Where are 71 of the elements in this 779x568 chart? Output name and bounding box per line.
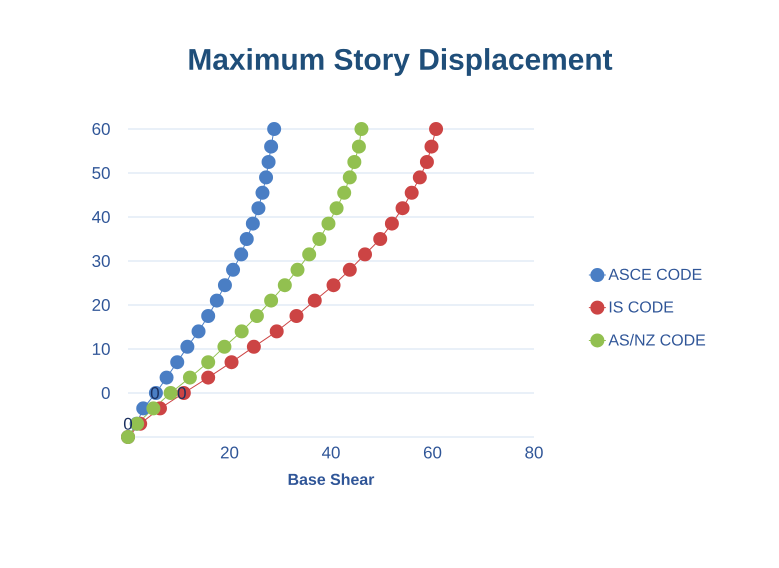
y-tick-label: 50 [92,167,110,180]
legend-label: IS CODE [610,301,674,313]
y-tick-label: 60 [92,123,110,136]
point [429,122,444,136]
point [412,170,427,184]
point [246,216,260,231]
point [354,122,368,136]
point [342,262,357,277]
point [342,170,357,184]
point [217,340,232,354]
y-tick-label: 10 [92,343,110,356]
point [404,186,419,200]
point [251,201,266,216]
x-tick-label: 60 [424,446,442,459]
point [234,247,248,262]
point [424,140,438,154]
point [250,309,264,323]
y-tick-label: 30 [92,255,110,268]
point [352,140,366,154]
point [337,186,352,200]
annotation: 0 [178,387,186,399]
point [201,309,216,323]
point [262,155,276,170]
point [270,324,284,338]
point [210,294,224,308]
annotation: 0 [150,387,159,399]
point [321,216,336,231]
chart-title: Maximum Story Displacement [189,48,612,76]
x-tick-label: 40 [322,446,340,459]
point [347,155,362,170]
point [384,216,399,231]
point [170,355,184,370]
point [224,355,239,370]
point [267,122,282,136]
point [358,247,372,262]
point [290,262,305,277]
point [302,247,316,262]
point [160,370,174,385]
point [201,355,216,370]
point [218,278,232,292]
legend-label: ASCE CODE [608,268,702,280]
point [278,278,292,292]
point [330,201,344,216]
point [146,401,160,416]
point [234,324,249,338]
point [289,309,304,323]
point [180,340,194,354]
point [164,386,178,400]
y-tick-label: 20 [92,299,110,312]
point [312,232,326,246]
point [420,155,434,170]
y-tick-label: 0 [102,387,110,399]
point [240,232,254,246]
x-tick-label: 80 [525,446,543,459]
point [264,140,278,154]
point [396,201,410,216]
point [192,324,206,338]
y-tick-label: 40 [92,211,110,224]
point [308,294,322,308]
point [259,170,274,184]
point [182,370,197,385]
legend-label: AS/NZ CODE [608,334,706,346]
point [373,232,388,246]
x-tick-label: 20 [220,446,238,459]
point [255,186,270,200]
point [326,278,341,292]
point [201,370,216,385]
point [226,262,240,277]
x-axis-title: Base Shear [288,473,374,486]
point [264,294,278,308]
point [246,340,261,354]
